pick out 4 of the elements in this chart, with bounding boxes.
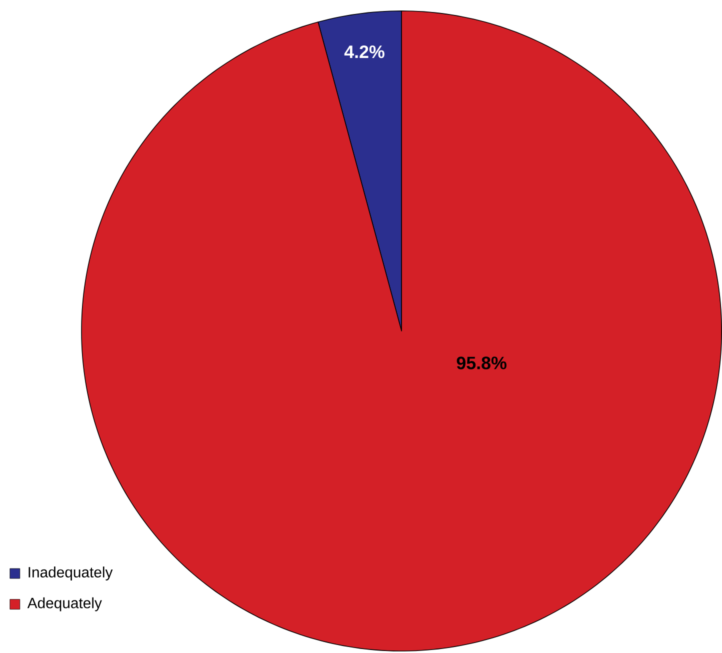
slice-label: Adequately: [27, 597, 102, 612]
data-label: 4.2%: [344, 45, 384, 58]
data-label: 95.8%: [456, 356, 506, 370]
legend-label: Inadequately: [28, 566, 113, 580]
